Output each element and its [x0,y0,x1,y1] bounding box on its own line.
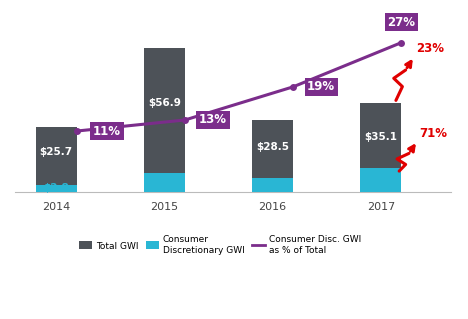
Text: $9.3: $9.3 [368,175,394,185]
Text: $25.7: $25.7 [40,147,73,157]
Text: $7.6: $7.6 [151,177,177,187]
Text: 71%: 71% [420,127,448,140]
Bar [36,185,77,192]
Bar [360,103,402,192]
Text: $56.9: $56.9 [148,98,181,108]
Bar [252,178,293,192]
Bar [36,127,77,192]
Text: $35.1: $35.1 [364,132,397,142]
Text: $5.4: $5.4 [260,180,285,190]
Text: $28.5: $28.5 [256,142,289,152]
Bar [144,173,185,192]
Bar [252,120,293,192]
Bar [360,168,402,192]
Text: 19%: 19% [307,80,335,93]
Text: 23%: 23% [417,42,445,55]
Text: 13%: 13% [199,114,227,127]
Text: 27%: 27% [388,16,415,29]
Text: $2.8: $2.8 [43,183,69,193]
Legend: Total GWI, Consumer
Discretionary GWI, Consumer Disc. GWI
as % of Total: Total GWI, Consumer Discretionary GWI, C… [75,232,365,258]
Text: 11%: 11% [93,124,121,137]
Bar [144,48,185,192]
